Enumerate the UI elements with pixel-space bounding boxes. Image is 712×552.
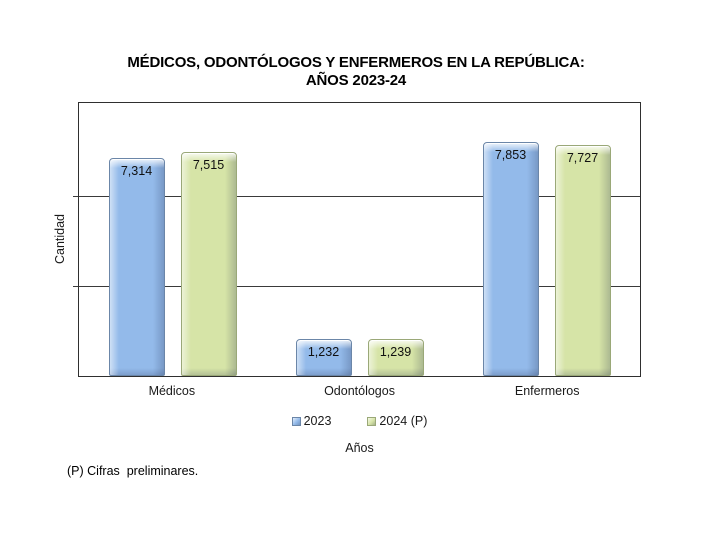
legend-label: 2024 (P) (379, 414, 428, 428)
bar-enfermeros-2024P: 7,727 (554, 145, 611, 376)
y-axis-tick (73, 285, 78, 287)
y-axis-tick-layer (73, 102, 78, 377)
legend-label: 2023 (303, 414, 332, 428)
footnote: (P) Cifras preliminares. (67, 464, 199, 478)
category-label-médicos: Médicos (148, 384, 196, 398)
bar-value-label: 7,314 (120, 163, 153, 178)
plot-area: 7,314 7,515 1,232 1,239 7,853 7,727 (78, 102, 641, 377)
bars-layer: 7,314 7,515 1,232 1,239 7,853 7,727 (79, 103, 640, 376)
legend-item-2023: 2023 (291, 414, 332, 428)
chart-title: MÉDICOS, ODONTÓLOGOS Y ENFERMEROS EN LA … (0, 54, 712, 90)
chart-title-line1: MÉDICOS, ODONTÓLOGOS Y ENFERMEROS EN LA … (127, 54, 585, 71)
legend-marker-icon (291, 416, 301, 426)
category-label-enfermeros: Enfermeros (514, 384, 580, 398)
bar-value-label: 1,232 (307, 345, 340, 360)
y-axis-title: Cantidad (53, 213, 67, 265)
bar-value-label: 1,239 (379, 345, 412, 360)
bar-group-enfermeros: 7,853 7,727 (453, 103, 640, 376)
bar-value-label: 7,853 (494, 147, 527, 162)
bar-enfermeros-2023: 7,853 (482, 141, 539, 376)
bar-group-médicos: 7,314 7,515 (79, 103, 266, 376)
legend-marker-icon (367, 416, 377, 426)
bar-value-label: 7,727 (566, 151, 599, 166)
gridline (79, 195, 640, 197)
bar-médicos-2024P: 7,515 (180, 151, 237, 376)
bar-médicos-2023: 7,314 (108, 157, 165, 376)
legend-item-2024P: 2024 (P) (367, 414, 427, 428)
category-axis-labels: Médicos Odontólogos Enfermeros (78, 384, 641, 398)
chart-title-line2: AÑOS 2023-24 (305, 72, 407, 89)
bar-value-label: 7,515 (192, 157, 225, 172)
legend: 2023 2024 (P) (78, 414, 641, 428)
gridline (79, 285, 640, 287)
y-axis-tick (73, 195, 78, 197)
bar-odontólogos-2024P: 1,239 (367, 339, 424, 376)
bar-group-odontólogos: 1,232 1,239 (266, 103, 453, 376)
gridline-layer (79, 103, 640, 376)
bar-odontólogos-2023: 1,232 (295, 339, 352, 376)
x-axis-title: Años (345, 441, 374, 455)
category-label-odontólogos: Odontólogos (324, 384, 395, 398)
